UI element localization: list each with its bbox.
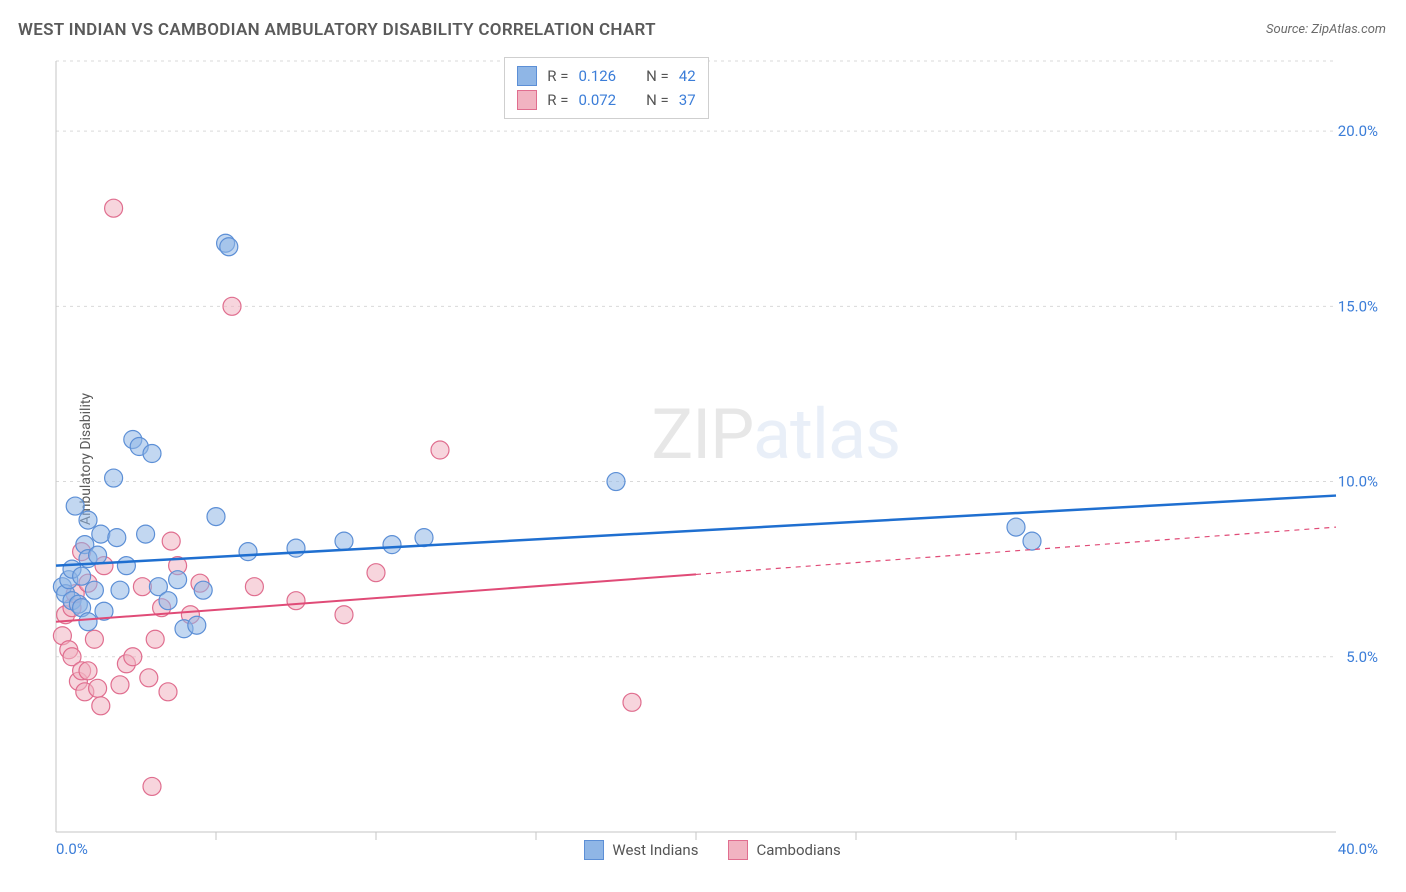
- stat-n-value: 37: [679, 91, 696, 109]
- legend-label: West Indians: [612, 841, 698, 859]
- series-legend: West Indians Cambodians: [584, 840, 840, 860]
- stats-legend-box: R = 0.126 N = 42 R = 0.072 N = 37: [504, 57, 708, 119]
- stats-row: R = 0.072 N = 37: [517, 88, 695, 112]
- scatter-plot: 5.0% 10.0% 15.0% 20.0% 0.0% 40.0%: [50, 55, 1386, 862]
- legend-item: Cambodians: [728, 840, 840, 860]
- svg-text:20.0%: 20.0%: [1338, 122, 1378, 140]
- stat-n-label: N =: [646, 91, 669, 109]
- stats-row: R = 0.126 N = 42: [517, 64, 695, 88]
- chart-area: Ambulatory Disability 5.0%10.0%15.0%20.0…: [50, 55, 1386, 862]
- chart-title: WEST INDIAN VS CAMBODIAN AMBULATORY DISA…: [18, 20, 656, 40]
- svg-text:15.0%: 15.0%: [1338, 297, 1378, 315]
- svg-text:0.0%: 0.0%: [56, 840, 88, 858]
- source-attribution: Source: ZipAtlas.com: [1266, 22, 1386, 37]
- legend-label: Cambodians: [756, 841, 840, 859]
- stat-r-label: R =: [547, 91, 568, 109]
- legend-swatch: [584, 840, 604, 860]
- stat-n-value: 42: [679, 67, 696, 85]
- stat-r-label: R =: [547, 67, 568, 85]
- stat-r-value: 0.126: [578, 67, 616, 85]
- legend-item: West Indians: [584, 840, 698, 860]
- legend-swatch: [728, 840, 748, 860]
- svg-text:10.0%: 10.0%: [1338, 473, 1378, 491]
- svg-text:5.0%: 5.0%: [1346, 648, 1378, 666]
- legend-swatch: [517, 90, 537, 110]
- stat-n-label: N =: [646, 67, 669, 85]
- stat-r-value: 0.072: [578, 91, 616, 109]
- legend-swatch: [517, 66, 537, 86]
- svg-text:40.0%: 40.0%: [1338, 840, 1378, 858]
